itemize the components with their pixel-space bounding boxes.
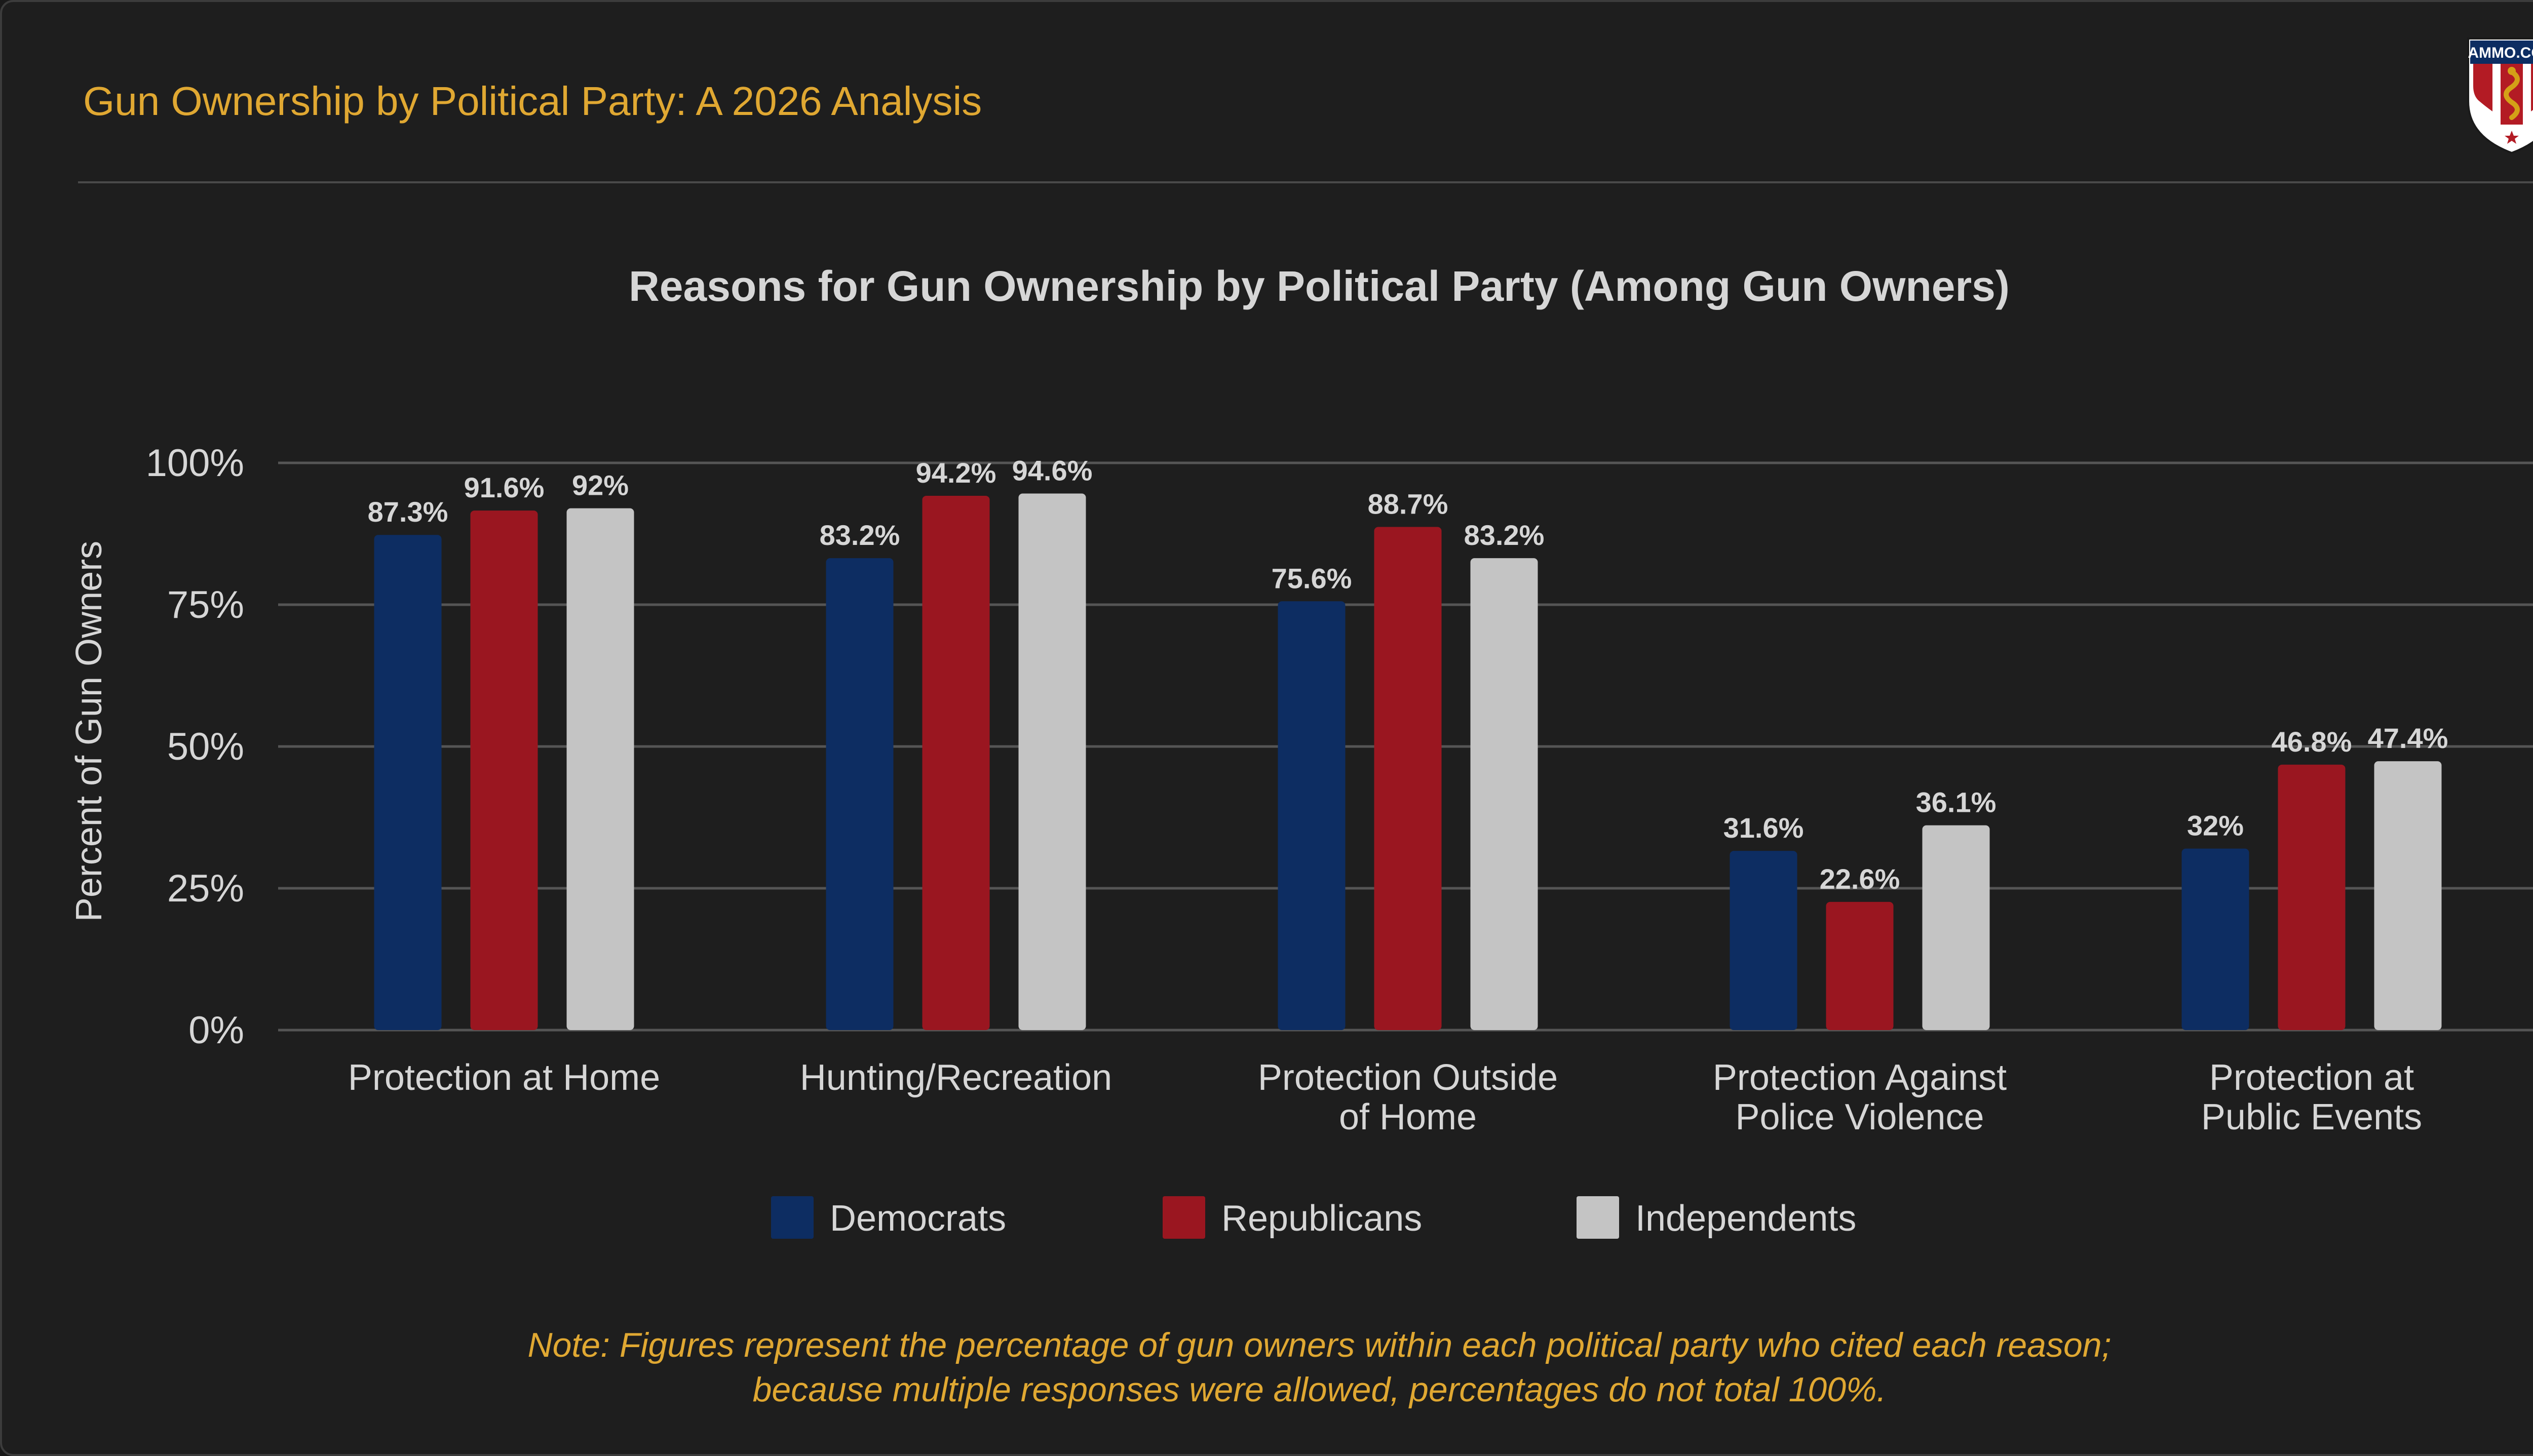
- footnote: Note: Figures represent the percentage o…: [2, 1323, 2533, 1412]
- bar-republicans: [2278, 764, 2346, 1030]
- data-label-independents: 36.1%: [1916, 786, 1997, 818]
- data-label-democrats: 75.6%: [1272, 562, 1352, 594]
- bar-republicans: [1826, 901, 1894, 1030]
- data-label-republicans: 88.7%: [1368, 488, 1448, 520]
- logo-text: AMMO.COM: [2468, 45, 2533, 61]
- legend-label-democrats: Democrats: [830, 1198, 1007, 1239]
- footnote-line-1: Note: Figures represent the percentage o…: [527, 1326, 2112, 1364]
- bar-independents: [1922, 825, 1990, 1030]
- ammo-logo: AMMO.COM: [2467, 37, 2533, 154]
- data-label-independents: 83.2%: [1464, 519, 1545, 551]
- header-divider: [78, 181, 2533, 183]
- data-label-democrats: 31.6%: [1723, 812, 1804, 844]
- y-axis-label: Percent of Gun Owners: [69, 541, 109, 922]
- chart-title: Reasons for Gun Ownership by Political P…: [629, 262, 2010, 310]
- bar-republicans: [922, 495, 990, 1031]
- legend: Democrats Republicans Independents: [2, 1195, 2533, 1240]
- legend-swatch-democrats: [771, 1196, 814, 1239]
- data-label-democrats: 83.2%: [820, 519, 900, 551]
- page-title: Gun Ownership by Political Party: A 2026…: [83, 78, 982, 124]
- data-label-republicans: 94.2%: [916, 457, 996, 489]
- bar-independents: [1018, 493, 1086, 1030]
- x-tick-label: Protection Outside of Home: [1258, 1057, 1558, 1137]
- bar-republicans: [470, 510, 538, 1030]
- legend-swatch-independents: [1577, 1196, 1619, 1239]
- y-tick-label: 50%: [167, 725, 244, 768]
- legend-label-republicans: Republicans: [1221, 1198, 1423, 1239]
- data-label-independents: 94.6%: [1012, 454, 1093, 486]
- x-tick-label: Protection Against Police Violence: [1713, 1057, 2007, 1137]
- data-label-democrats: 32%: [2187, 810, 2244, 842]
- bar-democrats: [1730, 851, 1797, 1030]
- bar-independents: [566, 508, 634, 1030]
- data-label-democrats: 87.3%: [368, 496, 448, 528]
- data-label-independents: 47.4%: [2368, 722, 2448, 754]
- data-label-republicans: 91.6%: [464, 471, 545, 503]
- bar-independents: [2374, 761, 2442, 1030]
- bar-republicans: [1374, 527, 1442, 1030]
- x-tick-label: Protection at Public Events: [2201, 1057, 2422, 1137]
- bar-democrats: [374, 535, 442, 1030]
- y-tick-label: 0%: [188, 1009, 244, 1052]
- bar-democrats: [2181, 848, 2249, 1030]
- data-label-republicans: 46.8%: [2272, 726, 2352, 758]
- data-label-republicans: 22.6%: [1820, 863, 1900, 895]
- bar-democrats: [1278, 601, 1346, 1030]
- legend-label-independents: Independents: [1635, 1198, 1857, 1239]
- legend-swatch-republicans: [1163, 1196, 1205, 1239]
- y-tick-label: 100%: [146, 442, 244, 485]
- x-tick-label: Hunting/Recreation: [800, 1057, 1112, 1098]
- bar-democrats: [826, 558, 894, 1030]
- data-label-independents: 92%: [572, 469, 629, 501]
- x-tick-label: Protection at Home: [348, 1057, 660, 1098]
- footnote-line-2: because multiple responses were allowed,…: [752, 1370, 1887, 1409]
- y-tick-label: 25%: [167, 867, 244, 910]
- bar-independents: [1470, 558, 1538, 1030]
- bar-chart: Reasons for Gun Ownership by Political P…: [69, 262, 2533, 1137]
- y-tick-label: 75%: [167, 583, 244, 626]
